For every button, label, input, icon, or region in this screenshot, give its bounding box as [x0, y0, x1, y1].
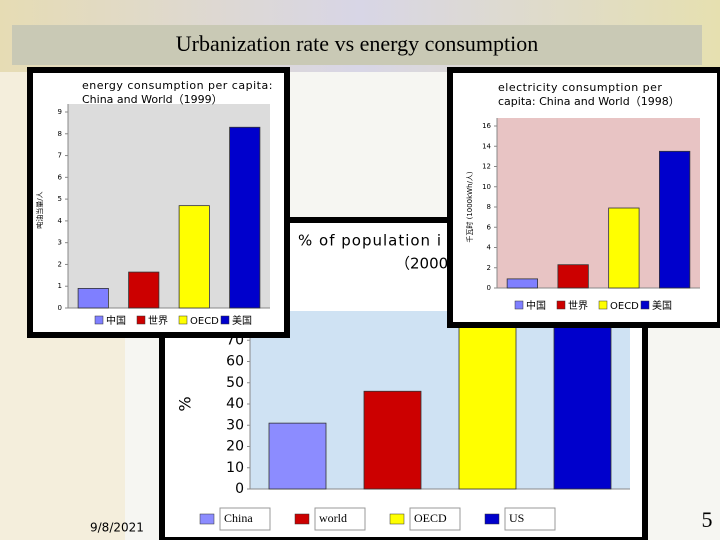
legend-label: world — [319, 511, 347, 525]
legend-swatch — [484, 513, 500, 525]
y-tick-label: 16 — [482, 122, 491, 130]
y-axis-label: 吨油当量/人 — [35, 191, 44, 228]
y-axis-label: 千瓦时 (1000kWh/人) — [465, 171, 474, 243]
y-tick-label: 8 — [487, 203, 491, 211]
title-box — [12, 25, 702, 65]
legend-label: US — [509, 511, 524, 525]
legend-swatch — [199, 513, 215, 525]
legend-label: 中国 — [106, 314, 126, 327]
bar — [659, 150, 691, 289]
chart-title: % of population i — [298, 232, 442, 250]
y-tick-label: 0 — [58, 304, 62, 312]
legend-label-box — [219, 507, 271, 531]
bar — [506, 278, 538, 289]
chart-subtitle: China and World（1999） — [82, 93, 223, 106]
bar — [553, 327, 612, 490]
bar — [557, 264, 589, 289]
legend-label: 世界 — [568, 300, 588, 312]
y-tick-label: 30 — [226, 417, 244, 433]
y-tick-label: 10 — [226, 460, 244, 476]
legend-swatch — [556, 300, 566, 310]
legend-label: 美国 — [652, 299, 672, 312]
y-tick-label: 60 — [226, 354, 244, 370]
y-tick-label: 40 — [226, 396, 244, 412]
legend-label: 美国 — [232, 314, 252, 327]
y-tick-label: 9 — [58, 108, 62, 116]
y-tick-label: 4 — [58, 217, 63, 225]
legend-swatch — [220, 315, 230, 325]
slide-title: Urbanization rate vs energy consumption — [176, 31, 539, 56]
bar — [229, 126, 261, 309]
y-tick-label: 4 — [487, 244, 492, 252]
y-tick-label: 0 — [487, 284, 491, 292]
bar — [128, 271, 160, 309]
bar — [608, 207, 640, 289]
bar — [268, 422, 327, 490]
y-axis-label: % — [176, 396, 195, 411]
legend-swatch — [294, 513, 310, 525]
legend-swatch — [514, 300, 524, 310]
legend-swatch — [136, 315, 146, 325]
bar — [178, 205, 210, 309]
date: 9/8/2021 — [90, 521, 144, 535]
y-tick-label: 7 — [58, 152, 62, 160]
legend-label: OECD — [190, 316, 219, 327]
y-tick-label: 1 — [58, 282, 62, 290]
legend-label: China — [224, 511, 253, 525]
chart-subtitle: （2000 — [395, 255, 448, 273]
legend-swatch — [178, 315, 188, 325]
y-tick-label: 6 — [58, 173, 63, 181]
legend-label-box — [314, 507, 366, 531]
bar — [77, 287, 109, 309]
y-tick-label: 20 — [226, 439, 244, 455]
page-number: 5 — [702, 507, 713, 532]
legend-label-box — [504, 507, 556, 531]
legend-label: OECD — [414, 511, 447, 525]
chart-subtitle: capita: China and World（1998） — [498, 95, 680, 108]
chart-title: energy consumption per capita: — [82, 79, 273, 92]
legend-swatch — [598, 300, 608, 310]
bar — [363, 390, 422, 490]
legend-label-box — [409, 507, 461, 531]
y-tick-label: 0 — [235, 481, 244, 497]
legend-label: 世界 — [148, 315, 168, 327]
chart-title: electricity consumption per — [498, 81, 662, 94]
y-tick-label: 5 — [58, 195, 62, 203]
y-tick-label: 10 — [482, 183, 491, 191]
legend-label: OECD — [610, 301, 639, 312]
y-tick-label: 50 — [226, 375, 244, 391]
y-tick-label: 2 — [58, 260, 62, 268]
bar — [458, 327, 517, 490]
y-tick-label: 3 — [58, 239, 62, 247]
y-tick-label: 12 — [482, 163, 491, 171]
legend-swatch — [94, 315, 104, 325]
legend-swatch — [640, 300, 650, 310]
y-tick-label: 8 — [58, 130, 62, 138]
y-tick-label: 2 — [487, 264, 491, 272]
y-tick-label: 6 — [487, 223, 492, 231]
y-tick-label: 14 — [482, 142, 491, 150]
legend-swatch — [389, 513, 405, 525]
legend-label: 中国 — [526, 299, 546, 312]
